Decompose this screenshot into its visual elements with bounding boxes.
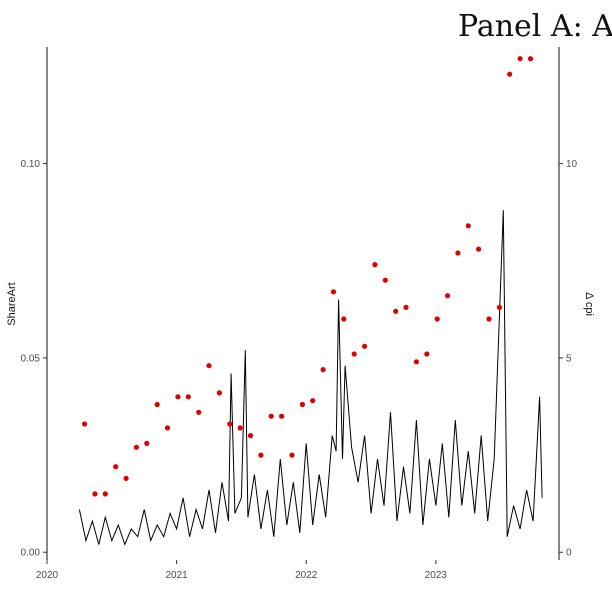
data-point <box>351 351 357 357</box>
data-point <box>517 56 523 62</box>
data-point <box>362 343 368 349</box>
data-point <box>444 293 451 299</box>
left-axis-title: ShareArt <box>6 282 18 325</box>
data-point <box>102 491 108 497</box>
data-point <box>496 304 502 310</box>
y-left-tick-label: 0.05 <box>21 353 41 364</box>
series-line-shareart <box>78 210 543 546</box>
data-point <box>393 308 399 314</box>
right-axis-title: Δ cpi <box>583 292 595 316</box>
x-tick-label: 2020 <box>36 570 59 581</box>
data-point <box>424 351 430 357</box>
data-point <box>310 398 316 404</box>
data-point <box>455 250 461 256</box>
data-point <box>341 316 347 322</box>
data-point <box>299 401 305 408</box>
data-point <box>92 491 98 497</box>
y-right-tick-label: 0 <box>566 548 572 559</box>
y-right-tick-label: 5 <box>566 353 572 364</box>
data-point <box>247 433 254 439</box>
data-point <box>133 444 139 450</box>
data-point <box>372 262 378 268</box>
data-point <box>175 394 181 400</box>
data-point <box>320 367 326 373</box>
data-point <box>413 359 419 365</box>
data-point <box>268 413 274 419</box>
x-tick-label: 2022 <box>295 570 318 581</box>
data-point <box>237 425 243 431</box>
data-point <box>382 277 388 283</box>
chart-title: Panel A: A <box>458 9 612 44</box>
data-point <box>476 246 482 252</box>
axis-ticks: 2020 2021 2022 2023 0.00 0.05 0.10 0 5 10 <box>21 159 578 581</box>
data-point <box>144 440 150 446</box>
data-point <box>206 363 212 369</box>
data-point <box>507 71 513 77</box>
data-point <box>196 409 202 415</box>
x-tick-label: 2021 <box>165 570 188 581</box>
data-point <box>154 401 160 408</box>
data-point <box>527 56 534 62</box>
data-point <box>216 390 222 396</box>
data-point <box>465 223 471 229</box>
data-point <box>330 289 337 295</box>
data-point <box>82 421 88 427</box>
data-point <box>258 452 264 458</box>
data-point <box>185 394 191 400</box>
data-point <box>279 413 285 419</box>
y-left-tick-label: 0.00 <box>21 548 41 559</box>
x-tick-label: 2023 <box>425 570 448 581</box>
data-point <box>403 304 409 310</box>
data-point <box>227 421 233 427</box>
y-left-tick-label: 0.10 <box>21 159 41 170</box>
data-point <box>289 452 295 458</box>
data-point <box>164 425 171 431</box>
data-point <box>434 316 440 322</box>
data-point <box>123 475 129 481</box>
data-point <box>486 316 492 322</box>
y-right-tick-label: 10 <box>566 159 578 170</box>
data-point <box>113 464 119 470</box>
plot-area <box>78 56 543 546</box>
